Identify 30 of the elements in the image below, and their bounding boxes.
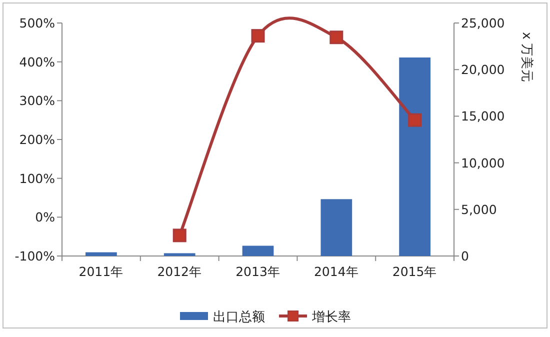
bar <box>242 246 274 256</box>
x-tick-label: 2012年 <box>157 264 202 279</box>
y2-tick-label: 0 <box>461 248 469 264</box>
x-tick-label: 2011年 <box>78 264 124 279</box>
y2-tick-label: 20,000 <box>461 62 505 78</box>
y2-tick-label: 10,000 <box>461 155 505 170</box>
y2-tick-label: 5,000 <box>461 202 497 217</box>
point <box>251 29 265 43</box>
y-tick-label: 0% <box>35 210 56 225</box>
y2-tick-label: 25,000 <box>461 16 505 30</box>
legend-label: 出口总额 <box>213 310 265 325</box>
y-tick-label: -100% <box>14 248 56 264</box>
point <box>330 30 344 44</box>
y-tick-label: 400% <box>19 54 56 70</box>
point <box>172 228 186 242</box>
bar <box>399 57 430 256</box>
point <box>408 113 422 127</box>
bar <box>86 252 117 256</box>
y-tick-label: 100% <box>19 170 56 186</box>
x-tick-label: 2015年 <box>392 264 438 279</box>
y-tick-label: 500% <box>19 16 56 30</box>
x-tick-label: 2013年 <box>236 264 280 279</box>
bar <box>164 253 196 256</box>
bar <box>320 199 352 256</box>
y-tick-label: 300% <box>19 93 56 108</box>
y-tick-label: 200% <box>19 132 56 147</box>
y2-axis-title: x 万美元 <box>520 32 535 82</box>
x-tick-label: 2014年 <box>314 264 359 279</box>
y2-tick-label: 15,000 <box>461 108 505 124</box>
legend-label: 增长率 <box>311 309 351 325</box>
